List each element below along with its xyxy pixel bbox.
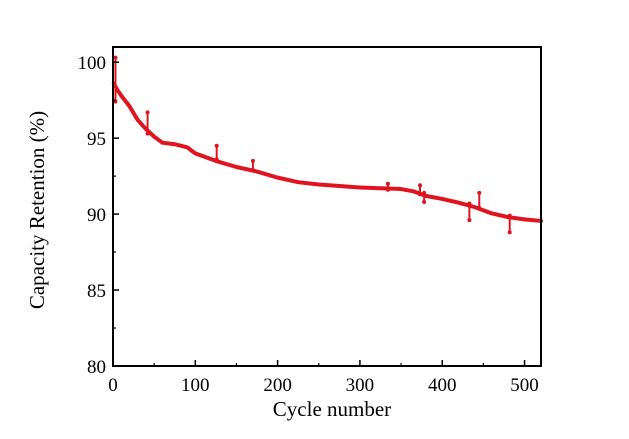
data-point <box>275 175 280 180</box>
data-point <box>185 145 189 150</box>
data-point <box>119 93 124 98</box>
data-point <box>152 134 156 139</box>
spike-bottom-point <box>145 131 150 136</box>
data-point <box>160 140 165 145</box>
spike-top-point <box>113 55 118 60</box>
y-tick-label: 85 <box>87 281 106 302</box>
spike-bottom-point <box>477 206 482 211</box>
spike-top-point <box>385 181 390 186</box>
data-point <box>201 154 206 159</box>
data-point <box>411 189 416 194</box>
spike-top-point <box>145 110 150 115</box>
series-line <box>111 81 543 223</box>
data-point <box>473 205 477 210</box>
x-tick-label: 300 <box>346 375 375 396</box>
y-tick-label: 95 <box>87 129 106 150</box>
x-tick-label: 500 <box>510 375 539 396</box>
spike-top-point <box>250 158 255 163</box>
y-tick-label: 80 <box>87 357 106 378</box>
spike-top-point <box>467 201 472 206</box>
data-point <box>135 118 140 122</box>
data-point <box>489 211 494 216</box>
y-axis-title: Capacity Retention (%) <box>25 111 49 309</box>
spike-bottom-point <box>418 192 423 197</box>
data-point <box>440 197 445 201</box>
spike-bottom-point <box>422 199 427 204</box>
x-tick-label: 200 <box>263 375 292 396</box>
spike-top-point <box>422 190 427 195</box>
data-point <box>172 142 177 147</box>
data-point <box>399 187 403 191</box>
spike-bottom-point <box>214 157 219 162</box>
data-point <box>193 151 198 156</box>
spike-top-point <box>507 213 512 218</box>
plot-series <box>111 55 543 235</box>
data-point <box>456 200 461 205</box>
x-axis-title: Cycle number <box>273 397 391 421</box>
x-tick-label: 100 <box>181 375 210 396</box>
spike-bottom-point <box>507 230 512 235</box>
spike-top-point <box>477 190 482 195</box>
data-point <box>255 169 259 174</box>
y-tick-label: 90 <box>87 205 106 226</box>
x-tick-label: 400 <box>428 375 457 396</box>
y-axis: 80 85 90 95 100 <box>78 53 119 378</box>
spike-bottom-point <box>467 218 472 223</box>
x-tick-label: 0 <box>108 375 118 396</box>
data-point <box>378 186 383 191</box>
spike-bottom-point <box>385 187 390 192</box>
spike-bottom-point <box>250 168 255 173</box>
plot-frame <box>112 46 542 367</box>
spike-top-point <box>214 143 219 148</box>
data-point <box>522 217 527 222</box>
data-point <box>127 104 132 109</box>
spike-top-point <box>418 183 423 188</box>
data-point <box>358 185 362 190</box>
data-point <box>337 184 342 188</box>
y-tick-label: 100 <box>78 53 107 74</box>
x-axis: 0 100 200 300 400 500 <box>108 360 539 396</box>
data-point <box>234 165 239 169</box>
data-point <box>296 180 300 184</box>
data-point <box>316 182 321 187</box>
